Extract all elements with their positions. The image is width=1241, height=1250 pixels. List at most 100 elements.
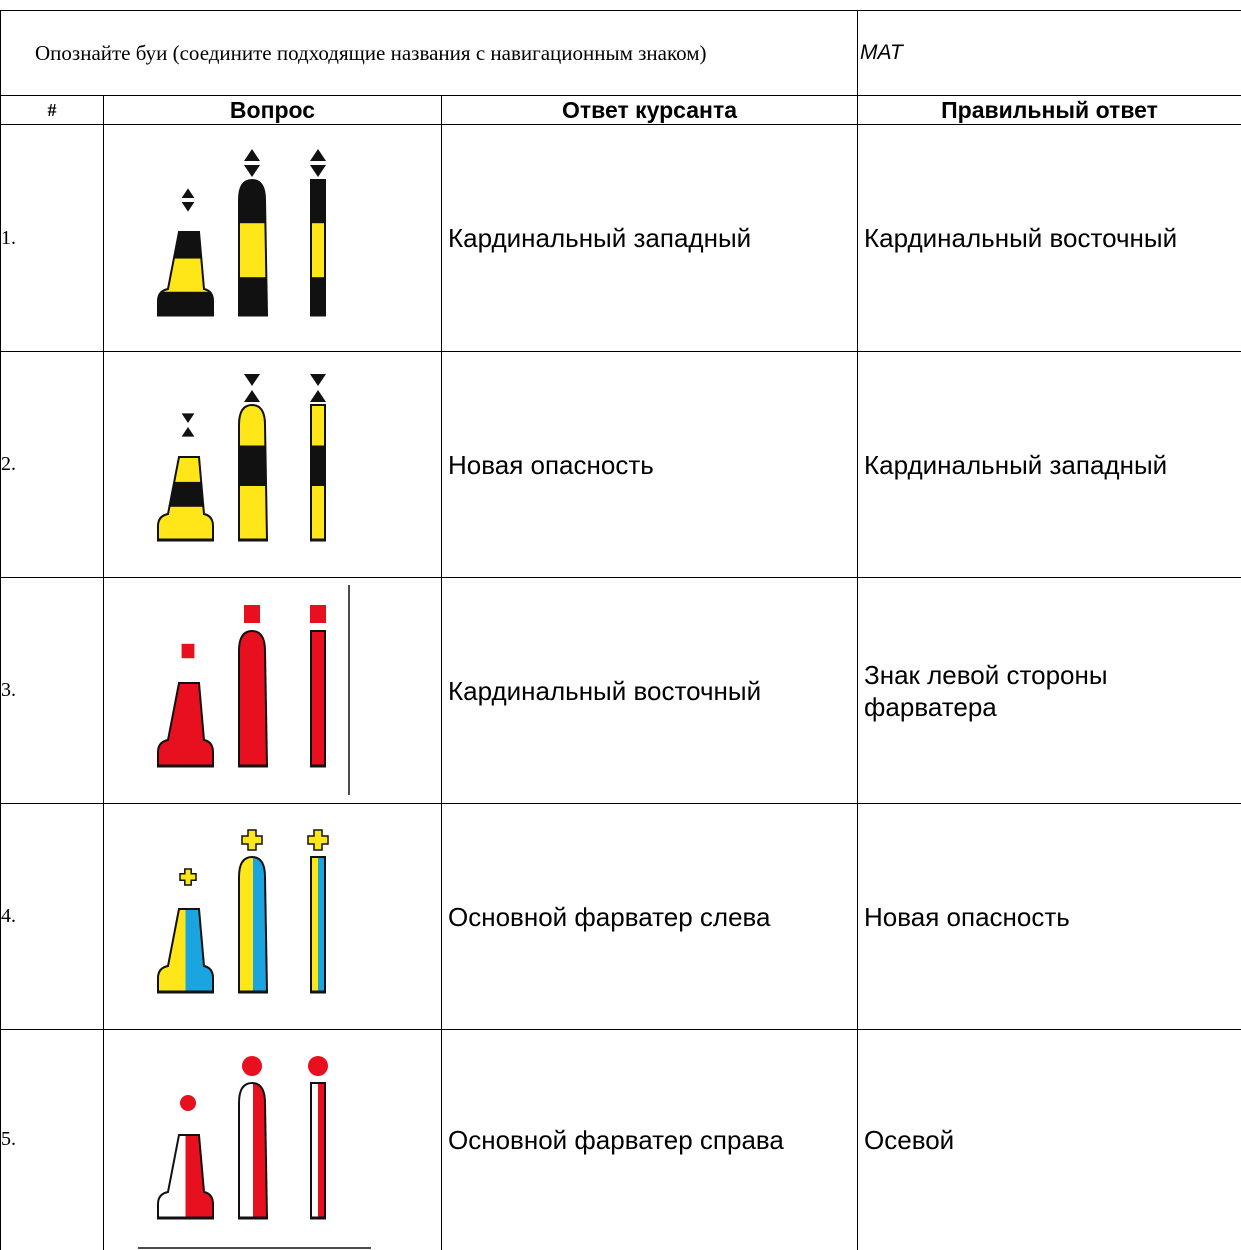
topmark [244, 390, 260, 402]
buoy-band [158, 683, 213, 766]
buoy-picture [103, 803, 442, 1030]
topmark [181, 413, 195, 423]
buoy-band [158, 457, 213, 483]
table-row: 4. Основной фарватер слева Новая опасность [0, 803, 1241, 1030]
buoy-band [253, 857, 267, 992]
buoy-band [239, 223, 267, 279]
buoy-outline [157, 456, 214, 541]
buoy-outline [238, 855, 269, 993]
correct-answer: Кардинальный восточный [857, 124, 1241, 352]
buoy-outline [238, 1081, 269, 1219]
buoy-group [157, 829, 329, 994]
buoy-icons [157, 829, 329, 994]
buoy-band [158, 258, 213, 293]
buoy-band [311, 223, 325, 279]
buoy-outline [238, 403, 269, 541]
topmark [310, 149, 326, 161]
column-header: Вопрос [103, 95, 442, 125]
topmark [244, 149, 260, 161]
buoy-band [253, 1083, 267, 1218]
topmark [310, 374, 326, 386]
topmark [308, 1056, 328, 1076]
column-header: Правильный ответ [857, 95, 1241, 125]
table-row: 2. Новая опасность Кардинальный западный [0, 351, 1241, 578]
buoy [239, 1083, 267, 1218]
buoy-icons [157, 374, 326, 542]
table-row: 5. Основной фарватер справа Осевой [0, 1029, 1241, 1250]
buoy-outline [157, 682, 214, 767]
title: Опознайте буи (соедините подходящие назв… [0, 10, 859, 96]
buoy-picture [103, 577, 442, 804]
buoy-band [318, 857, 325, 992]
row-number: 1. [0, 124, 104, 352]
cadet-answer: Кардинальный западный [440, 124, 859, 352]
buoy-group [157, 149, 326, 317]
buoy-icons [157, 585, 350, 795]
buoy-picture [103, 1029, 442, 1250]
buoy-band [239, 631, 267, 766]
topmark [181, 427, 195, 437]
columns-row: # Вопрос Ответ курсанта Правильный ответ [0, 95, 1241, 125]
buoy-icons [138, 1056, 371, 1249]
buoy [158, 457, 213, 540]
correct-answer: Знак левой стороны фарватера [857, 577, 1241, 804]
buoy-outline [238, 178, 269, 316]
buoy-band [158, 232, 213, 260]
buoy-band [311, 180, 325, 225]
buoy [239, 180, 267, 315]
buoy-band [239, 1083, 254, 1218]
table-row: 3. Кардинальный восточный Знак левой сторо… [0, 577, 1241, 804]
buoy-group [157, 1056, 328, 1220]
buoy [239, 405, 267, 540]
buoy-group [157, 374, 326, 542]
buoy [158, 909, 213, 992]
topmark [181, 188, 195, 198]
quiz-table: Опознайте буи (соедините подходящие назв… [0, 10, 1241, 1250]
topmark [307, 829, 329, 851]
buoy-band [158, 506, 213, 540]
table-row: 1. Кардинальный западный Кардинальный вост… [0, 124, 1241, 352]
topmark [241, 829, 263, 851]
buoy-band [311, 486, 325, 540]
buoy-band [239, 277, 267, 315]
cadet-answer: Новая опасность [440, 351, 859, 578]
topmark [242, 1056, 262, 1076]
buoy-icons [157, 149, 326, 317]
column-header: # [0, 95, 104, 125]
buoy-band [318, 1083, 325, 1218]
correct-answer: Осевой [857, 1029, 1241, 1250]
topmark [180, 1095, 196, 1111]
buoy [311, 405, 325, 540]
buoy-outline [157, 231, 214, 316]
topmark [244, 165, 260, 177]
buoy-band [158, 481, 213, 508]
buoy [311, 180, 325, 315]
buoy-band [239, 486, 267, 540]
cadet-answer: Основной фарватер справа [440, 1029, 859, 1250]
cadet-answer: Основной фарватер слева [440, 803, 859, 1030]
buoy-band [311, 631, 325, 766]
row-number: 2. [0, 351, 104, 578]
buoy [239, 631, 267, 766]
header-row: Опознайте буи (соедините подходящие назв… [0, 10, 1241, 96]
cadet-answer: Кардинальный восточный [440, 577, 859, 804]
buoy-outline [157, 1134, 214, 1219]
buoy-band [239, 445, 267, 487]
buoy-band [158, 291, 213, 315]
correct-answer: Новая опасность [857, 803, 1241, 1030]
row-number: 3. [0, 577, 104, 804]
buoy [158, 1135, 213, 1218]
buoy [158, 683, 213, 766]
buoy [158, 232, 213, 315]
topmark [244, 374, 260, 386]
row-number: 4. [0, 803, 104, 1030]
column-header: Ответ курсанта [440, 95, 859, 125]
buoy-outline [157, 908, 214, 993]
code: MAT [857, 10, 1241, 96]
buoy-band [311, 1083, 319, 1218]
buoy-picture [103, 351, 442, 578]
topmark [310, 165, 326, 177]
topmark [181, 643, 195, 659]
buoy-picture [103, 124, 442, 352]
